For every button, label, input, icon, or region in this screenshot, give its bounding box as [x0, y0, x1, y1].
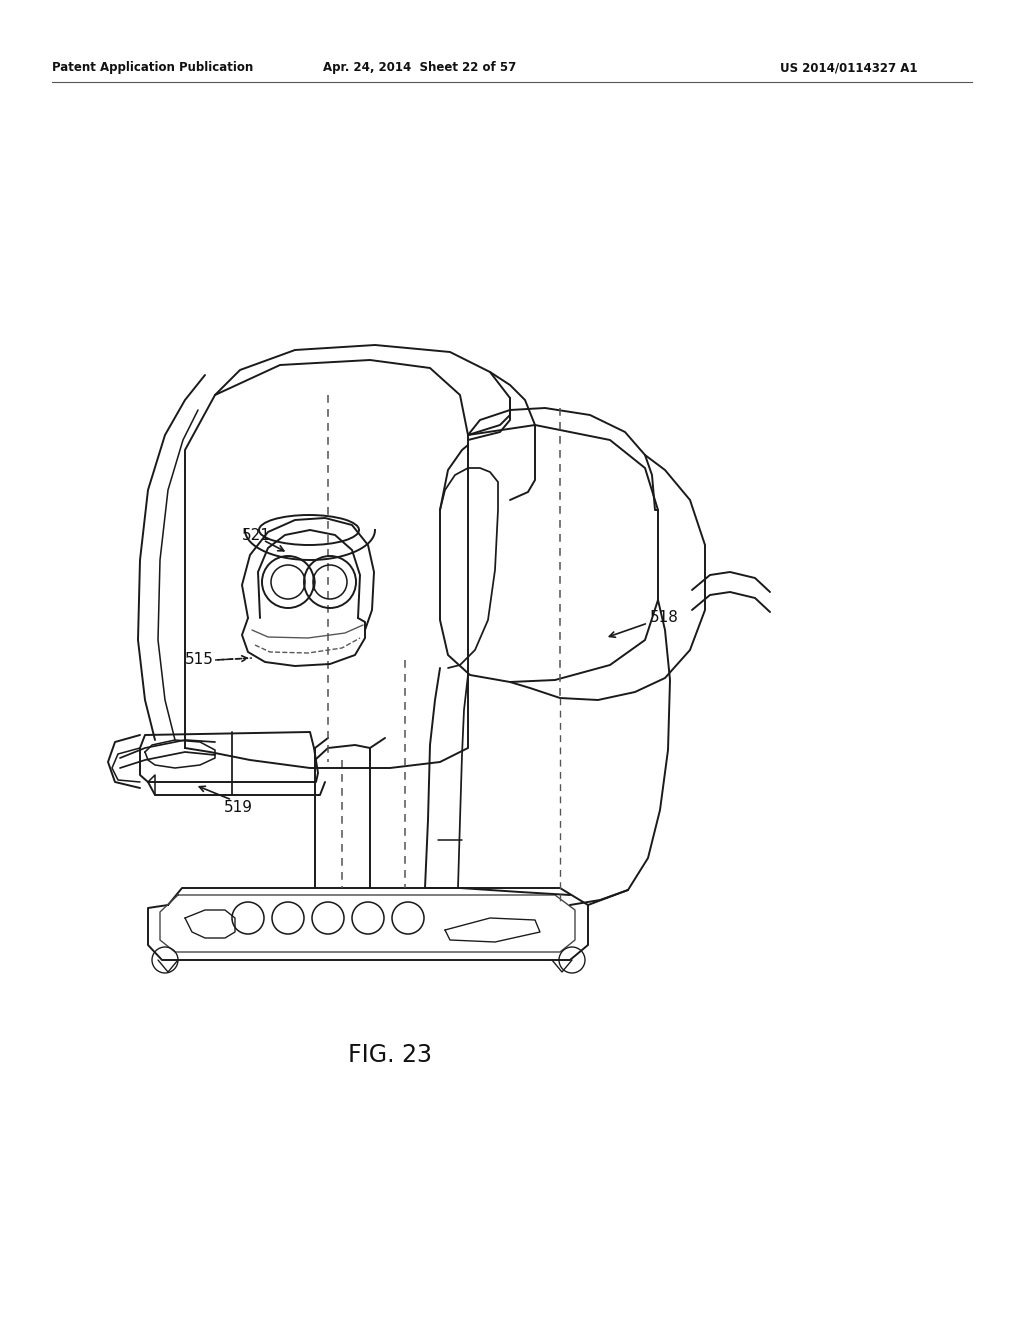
Text: 519: 519 — [223, 800, 253, 816]
Text: 518: 518 — [650, 610, 679, 626]
Text: 521: 521 — [242, 528, 271, 543]
Text: FIG. 23: FIG. 23 — [348, 1043, 432, 1067]
Text: 515: 515 — [185, 652, 214, 668]
Text: US 2014/0114327 A1: US 2014/0114327 A1 — [780, 62, 918, 74]
Text: Apr. 24, 2014  Sheet 22 of 57: Apr. 24, 2014 Sheet 22 of 57 — [324, 62, 517, 74]
Text: Patent Application Publication: Patent Application Publication — [52, 62, 253, 74]
